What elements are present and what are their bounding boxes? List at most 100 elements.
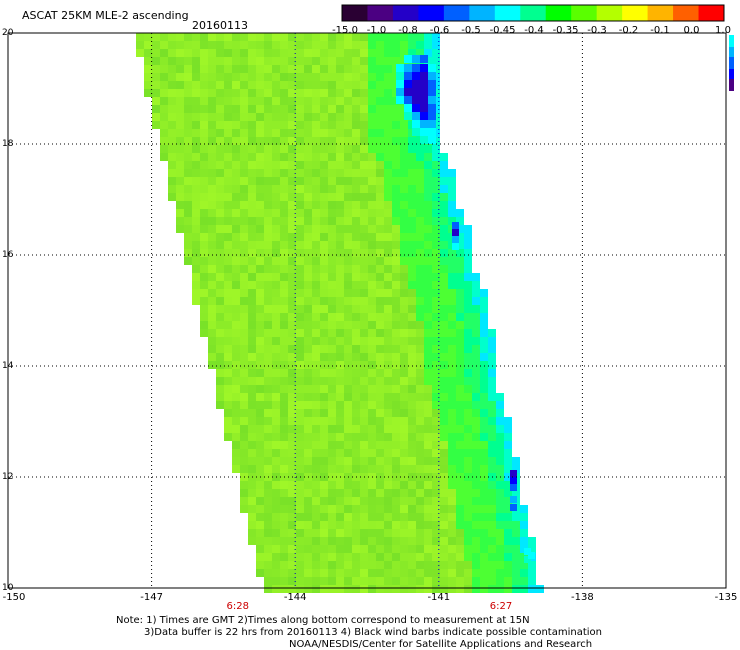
swath-pixel xyxy=(224,89,232,97)
swath-pixel xyxy=(352,89,360,97)
swath-pixel xyxy=(384,457,392,465)
swath-pixel xyxy=(392,225,400,233)
swath-pixel xyxy=(216,305,224,313)
swath-pixel xyxy=(472,409,480,417)
swath-pixel xyxy=(304,49,312,57)
swath-pixel xyxy=(456,545,464,553)
swath-pixel xyxy=(480,321,488,329)
swath-pixel xyxy=(432,321,440,329)
swath-pixel xyxy=(328,97,336,105)
swath-pixel xyxy=(240,489,248,497)
swath-pixel xyxy=(464,289,472,297)
swath-pixel xyxy=(224,169,232,177)
swath-pixel xyxy=(272,49,280,57)
swath-pixel xyxy=(312,441,320,449)
swath-pixel xyxy=(384,185,392,193)
swath-pixel xyxy=(216,57,224,65)
swath-pixel xyxy=(488,553,496,561)
swath-pixel xyxy=(296,465,304,473)
swath-pixel xyxy=(360,57,368,65)
swath-pixel xyxy=(416,281,424,289)
swath-pixel xyxy=(312,41,320,49)
swath-pixel xyxy=(440,425,448,433)
swath-pixel xyxy=(256,145,264,153)
swath-pixel xyxy=(336,233,344,241)
swath-pixel xyxy=(304,65,312,73)
swath-pixel xyxy=(264,161,272,169)
swath-pixel xyxy=(480,305,488,313)
swath-pixel xyxy=(368,225,376,233)
swath-pixel xyxy=(328,241,336,249)
swath-pixel xyxy=(248,305,256,313)
swath-pixel xyxy=(216,273,224,281)
swath-pixel xyxy=(352,545,360,553)
swath-pixel xyxy=(176,105,184,113)
swath-pixel xyxy=(280,185,288,193)
swath-pixel xyxy=(176,153,184,161)
swath-pixel xyxy=(336,89,344,97)
swath-pixel xyxy=(224,185,232,193)
swath-pixel xyxy=(352,409,360,417)
swath-pixel xyxy=(264,225,272,233)
swath-pixel xyxy=(368,369,376,377)
swath-pixel xyxy=(200,329,208,337)
swath-pixel xyxy=(488,489,496,497)
swath-pixel xyxy=(336,97,344,105)
swath-pixel xyxy=(472,385,480,393)
swath-pixel xyxy=(336,345,344,353)
swath-pixel xyxy=(432,289,440,297)
swath-pixel xyxy=(496,417,504,425)
swath-pixel xyxy=(328,233,336,241)
swath-pixel xyxy=(360,121,368,129)
swath-pixel xyxy=(480,457,488,465)
swath-pixel xyxy=(464,521,472,529)
swath-pixel xyxy=(312,505,320,513)
swath-pixel xyxy=(248,513,256,521)
swath-pixel xyxy=(200,281,208,289)
swath-pixel xyxy=(448,553,456,561)
swath-pixel xyxy=(328,169,336,177)
swath-pixel xyxy=(264,41,272,49)
colorbar-label: -0.35 xyxy=(552,25,579,36)
swath-pixel xyxy=(208,305,216,313)
swath-pixel xyxy=(328,337,336,345)
swath-pixel xyxy=(432,353,440,361)
swath-pixel xyxy=(256,273,264,281)
swath-pixel xyxy=(224,241,232,249)
swath-pixel xyxy=(368,329,376,337)
swath-pixel xyxy=(328,329,336,337)
swath-pixel xyxy=(464,305,472,313)
swath-pixel xyxy=(240,297,248,305)
swath-pixel xyxy=(208,217,216,225)
colorbar-segment xyxy=(392,5,419,21)
swath-pixel xyxy=(504,457,512,465)
swath-pixel xyxy=(328,209,336,217)
swath-pixel-anomaly xyxy=(428,120,436,128)
swath-pixel xyxy=(224,201,232,209)
swath-pixel xyxy=(424,377,432,385)
swath-pixel xyxy=(464,585,472,593)
swath-pixel xyxy=(152,89,160,97)
swath-pixel xyxy=(408,553,416,561)
swath-pixel xyxy=(208,185,216,193)
swath-pixel xyxy=(296,113,304,121)
swath-pixel xyxy=(400,297,408,305)
swath-pixel xyxy=(264,425,272,433)
swath-pixel xyxy=(424,233,432,241)
swath-pixel xyxy=(344,265,352,273)
swath-pixel xyxy=(320,89,328,97)
swath-pixel xyxy=(216,393,224,401)
swath-pixel xyxy=(352,417,360,425)
colorbar-label: -0.6 xyxy=(429,25,450,36)
swath-pixel xyxy=(352,561,360,569)
swath-pixel xyxy=(168,169,176,177)
swath-pixel xyxy=(280,337,288,345)
swath-pixel xyxy=(416,313,424,321)
swath-pixel xyxy=(392,353,400,361)
swath-pixel xyxy=(312,201,320,209)
swath-pixel xyxy=(424,33,432,41)
swath-pixel xyxy=(432,577,440,585)
swath-pixel xyxy=(168,137,176,145)
swath-pixel xyxy=(488,521,496,529)
